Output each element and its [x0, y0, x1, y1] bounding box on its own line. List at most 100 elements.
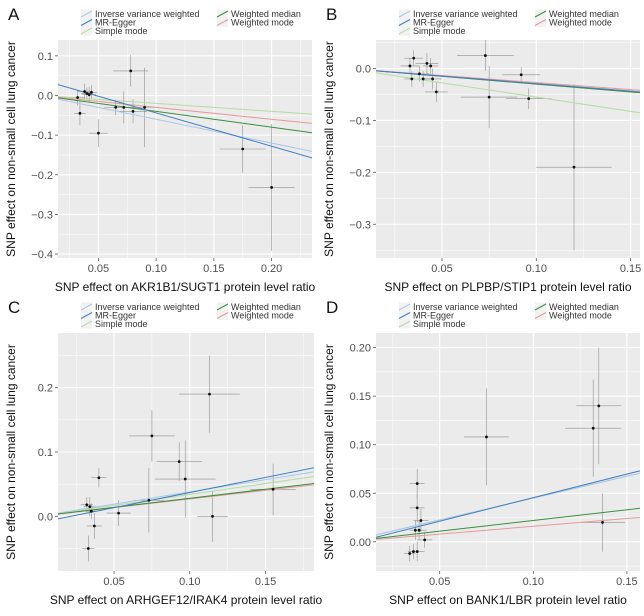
snp-point	[415, 506, 419, 510]
panel-d: 0.05 0.10 0.15 0.00 0.05 0.10 0.15 0.20 SNP effe…	[322, 298, 640, 607]
panel-letter: D	[326, 298, 338, 317]
snp-point	[408, 552, 412, 555]
axes: 0.05 0.10 0.15 0.20 0.1 0.0 −0.1 −0.2 −0.3 −0.4	[31, 51, 282, 275]
regression-line-mr-egger	[58, 84, 312, 159]
x-tick-label: 0.05	[88, 263, 109, 275]
legend-key-mr-egger	[80, 19, 93, 26]
snp-point	[89, 509, 93, 513]
snp-point	[601, 521, 604, 524]
snp-point	[415, 482, 419, 485]
snp-point	[87, 93, 91, 97]
legend-label: Simple mode	[413, 26, 466, 36]
legend-key-weighted-mode	[534, 312, 547, 319]
legend-label: Weighted median	[231, 9, 301, 19]
panel-letter: C	[8, 298, 20, 317]
y-tick-label: 0.0	[38, 511, 53, 523]
x-tick-label: 0.05	[431, 263, 452, 275]
y-tick-label: 0.10	[350, 440, 371, 452]
x-tick-label: 0.20	[261, 263, 282, 275]
snp-point	[78, 111, 82, 115]
plot-background	[376, 40, 640, 258]
legend-key-simple-mode	[398, 27, 411, 35]
legend-label: Weighted median	[549, 9, 619, 19]
snp-point	[591, 426, 595, 430]
legend-key-simple-mode	[80, 320, 93, 328]
snp-point	[183, 477, 187, 481]
y-tick-label: 0.00	[350, 537, 371, 549]
legend-label: MR-Egger	[95, 18, 136, 28]
snp-point	[413, 528, 417, 532]
snp-point	[485, 435, 488, 439]
panel-letter: B	[326, 5, 337, 24]
legend-key-weighted-median	[216, 303, 229, 311]
x-tick-label: 0.05	[429, 576, 450, 588]
legend-label: Inverse variance weighted	[95, 302, 200, 312]
y-tick-label: 0.0	[38, 90, 53, 102]
regression-line-weighted-median	[58, 483, 314, 515]
gridlines	[58, 40, 312, 258]
snp-point	[419, 519, 423, 522]
snp-point	[83, 90, 86, 93]
x-tick-label: 0.10	[145, 263, 166, 275]
snp-point	[415, 550, 419, 553]
legend-label: Weighted median	[549, 302, 619, 312]
axes: 0.05 0.10 0.15 0.0 −0.1 −0.2 −0.3	[349, 64, 641, 275]
legend-label: MR-Egger	[413, 18, 454, 28]
snp-point	[572, 165, 576, 169]
snp-point	[434, 90, 438, 94]
regression-line-simple-mode	[376, 72, 640, 114]
snp-point	[241, 147, 245, 151]
legend-key-ivw	[398, 303, 411, 311]
x-tick-label: 0.15	[203, 263, 224, 275]
axes: 0.05 0.10 0.15 0.00 0.05 0.10 0.15 0.20	[350, 343, 638, 588]
y-axis-title: SNP effect on non-small cell lung cancer	[4, 344, 18, 560]
snp-point	[114, 105, 118, 109]
y-tick-label: 0.1	[38, 447, 53, 459]
y-tick-label: −0.1	[349, 115, 371, 127]
snp-point	[421, 77, 425, 81]
legend-label: Weighted mode	[231, 18, 294, 28]
y-tick-label: −0.4	[31, 249, 53, 261]
legend-label: Simple mode	[413, 319, 466, 329]
snp-point	[412, 550, 415, 553]
x-axis-title: SNP effect on PLPBP/STIP1 protein level …	[384, 280, 631, 294]
snp-point	[88, 505, 92, 509]
legend-key-weighted-mode	[216, 312, 229, 319]
legend-label: MR-Egger	[95, 311, 136, 321]
snp-point	[76, 96, 80, 99]
plot-marks	[58, 55, 312, 251]
legend-label: Weighted median	[231, 302, 301, 312]
snp-point	[425, 61, 429, 65]
y-tick-label: −0.1	[31, 130, 53, 142]
snp-point	[85, 503, 89, 507]
y-axis-title: SNP effect on non-small cell lung cancer	[322, 344, 336, 560]
snp-point	[597, 404, 601, 408]
x-tick-label: 0.15	[620, 263, 641, 275]
legend-key-simple-mode	[398, 320, 411, 328]
plot-background	[376, 333, 640, 571]
snp-point	[417, 72, 421, 76]
legend-label: Inverse variance weighted	[95, 9, 200, 19]
y-tick-label: 0.15	[350, 391, 371, 403]
x-tick-label: 0.05	[103, 576, 124, 588]
snp-point	[431, 77, 434, 81]
snp-point	[86, 547, 90, 550]
snp-point	[271, 487, 275, 491]
legend-key-simple-mode	[80, 27, 93, 35]
y-tick-label: −0.3	[349, 219, 371, 231]
y-tick-label: 0.05	[350, 488, 371, 500]
legend-label: Simple mode	[95, 319, 148, 329]
legend-key-weighted-mode	[534, 19, 547, 26]
plot-marks	[58, 355, 314, 562]
snp-point	[429, 64, 433, 68]
legend-label: Weighted mode	[549, 311, 612, 321]
regression-line-ivw	[58, 98, 312, 152]
y-tick-label: −0.3	[31, 209, 53, 221]
snp-point	[92, 524, 96, 528]
snp-point	[211, 514, 214, 518]
legend: Inverse variance weightedMR-EggerSimple …	[80, 302, 301, 329]
snp-point	[90, 90, 93, 94]
regression-line-simple-mode	[58, 476, 314, 514]
x-tick-label: 0.15	[255, 576, 276, 588]
